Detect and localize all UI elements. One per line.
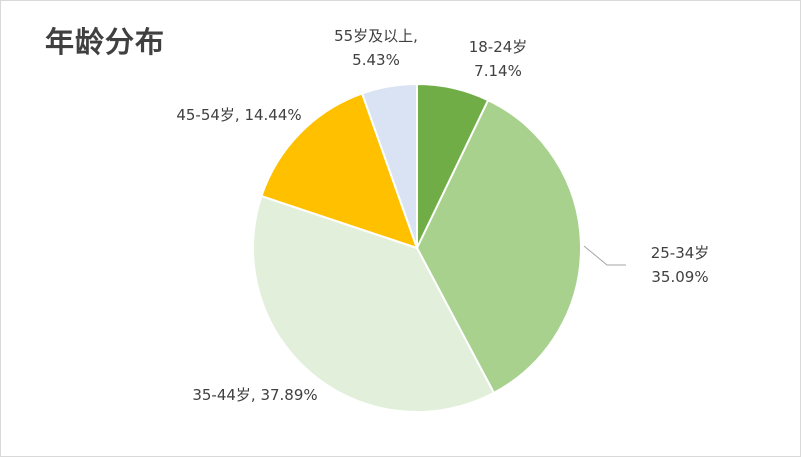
data-label: 25-34岁	[651, 244, 710, 262]
pie-slice	[252, 194, 496, 413]
data-label: 35.09%	[651, 268, 708, 286]
leader-lines	[583, 245, 626, 266]
data-label: 7.14%	[474, 62, 522, 80]
data-label: 5.43%	[352, 51, 400, 69]
pie-slices	[252, 82, 582, 413]
data-label: 45-54岁, 14.44%	[176, 106, 301, 124]
pie-slice	[415, 98, 582, 395]
pie-slice	[260, 92, 419, 250]
data-label: 55岁及以上,	[334, 27, 418, 45]
pie-slice	[360, 82, 418, 249]
data-label: 18-24岁	[469, 38, 528, 56]
data-labels: 18-24岁 7.14% 25-34岁 35.09% 35-44岁, 37.89% 45-…	[176, 27, 709, 404]
chart-title: 年龄分布	[45, 25, 166, 59]
leader-line	[583, 245, 626, 266]
data-label: 35-44岁, 37.89%	[192, 386, 317, 404]
